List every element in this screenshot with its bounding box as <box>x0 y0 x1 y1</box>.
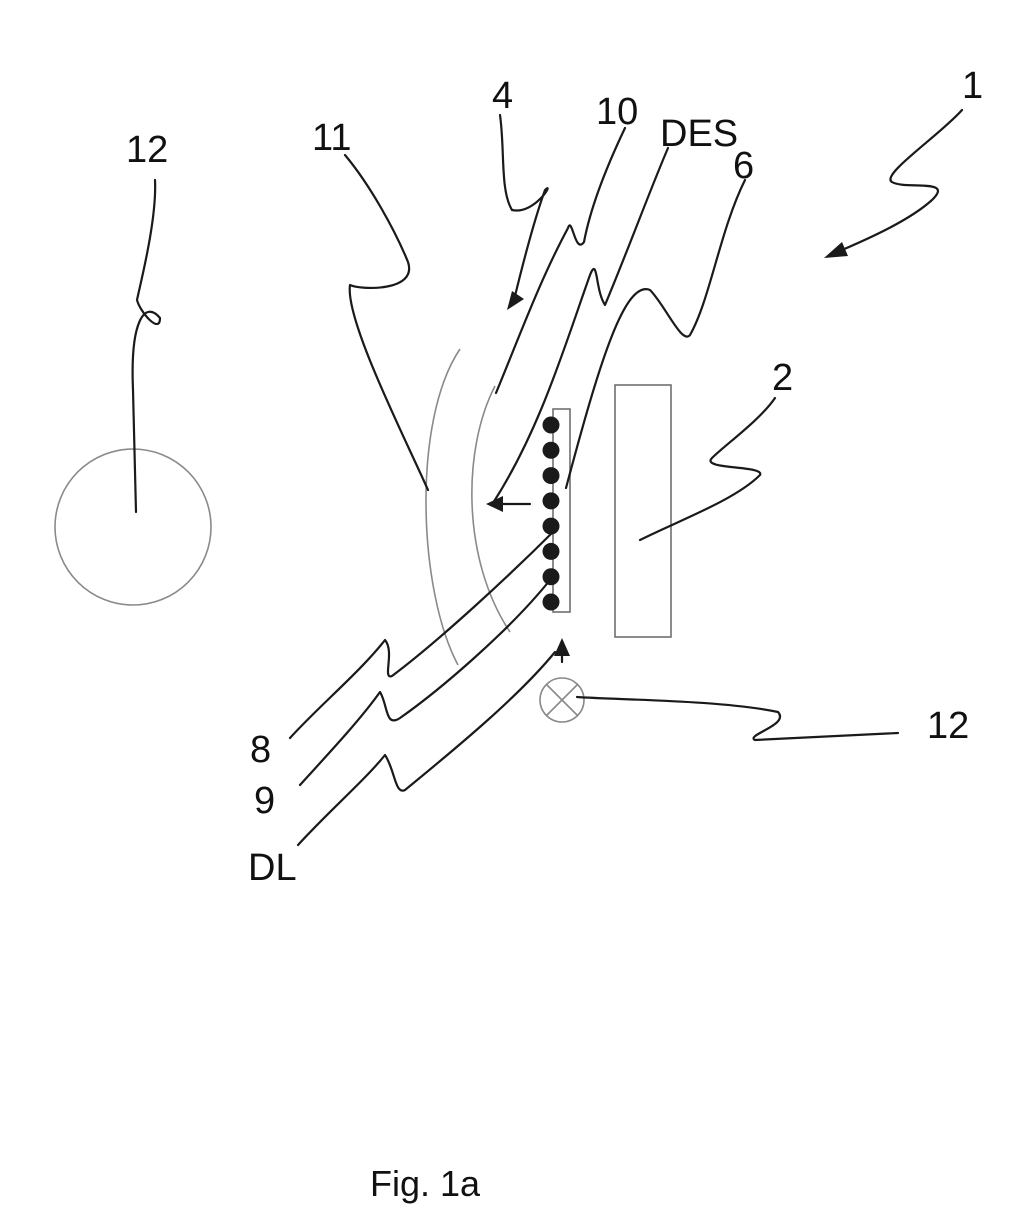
leader-12-right <box>577 697 898 740</box>
label-4: 4 <box>492 75 513 117</box>
label-10: 10 <box>596 91 638 133</box>
lamp-icon <box>540 678 584 722</box>
leader-9 <box>300 580 550 785</box>
curved-layer-11 <box>426 349 460 665</box>
led-dot <box>543 543 560 560</box>
led-dot <box>543 594 560 611</box>
leader-1 <box>842 110 962 250</box>
label-1: 1 <box>962 65 983 107</box>
circle-element-12 <box>55 449 211 605</box>
leader-11 <box>345 155 428 490</box>
label-8: 8 <box>250 729 271 771</box>
rect-element-2 <box>615 385 671 637</box>
label-6: 6 <box>733 145 754 187</box>
label-2: 2 <box>772 357 793 399</box>
label-12-right: 12 <box>927 705 969 747</box>
led-dot <box>543 568 560 585</box>
label-des: DES <box>660 113 738 155</box>
curved-layer-10 <box>472 386 510 632</box>
label-dl: DL <box>248 847 297 889</box>
label-11: 11 <box>312 117 351 159</box>
leader-12-left <box>133 180 160 512</box>
led-dot <box>543 417 560 434</box>
led-dot <box>543 518 560 535</box>
arrow-dl <box>554 638 570 662</box>
figure-caption: Fig. 1a <box>370 1163 481 1204</box>
leader-4 <box>500 115 548 296</box>
led-dot <box>543 492 560 509</box>
leader-dl <box>298 652 555 845</box>
led-dot <box>543 467 560 484</box>
led-dot <box>543 442 560 459</box>
label-12-left: 12 <box>126 129 168 171</box>
leader-8 <box>290 530 555 738</box>
label-9: 9 <box>254 780 275 822</box>
